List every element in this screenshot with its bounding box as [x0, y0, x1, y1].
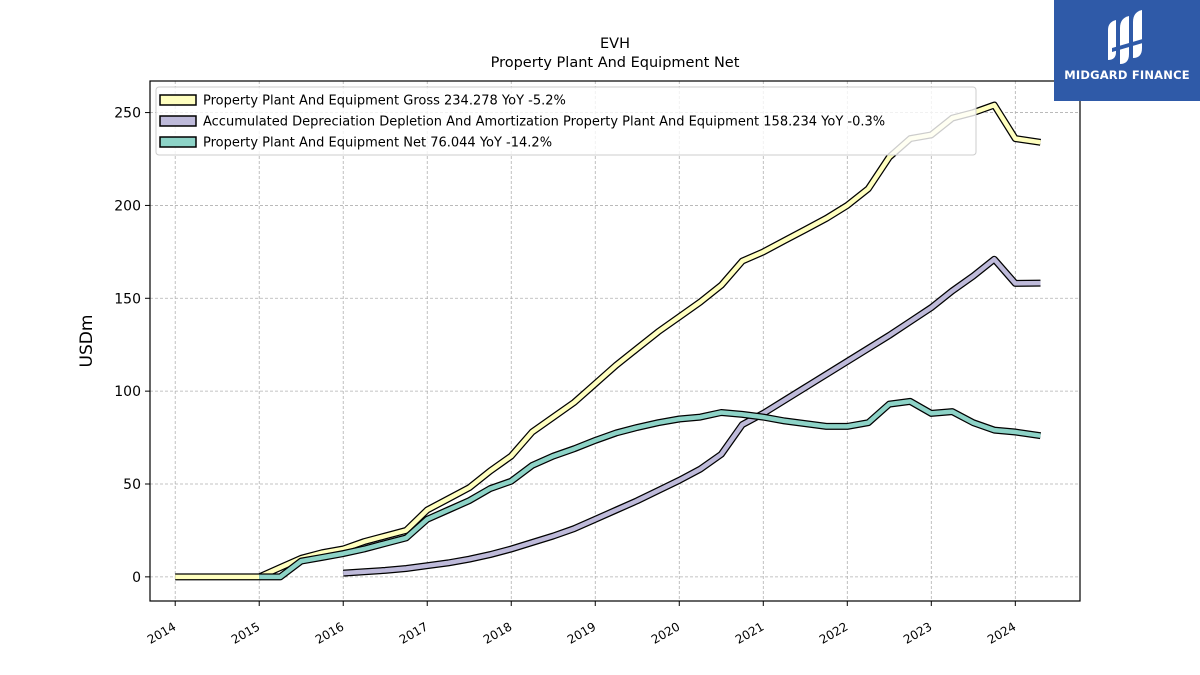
- x-tick-label: 2015: [229, 619, 262, 646]
- midgard-logo-icon: [1108, 10, 1146, 64]
- chart-title: EVH: [600, 36, 630, 52]
- legend-label: Accumulated Depreciation Depletion And A…: [203, 115, 885, 130]
- series-line-outline: [175, 101, 1042, 581]
- y-tick-label: 250: [114, 106, 141, 122]
- y-tick-label: 50: [123, 477, 141, 493]
- midgard-finance-logo: MIDGARD FINANCE: [1054, 0, 1200, 101]
- series-line: [259, 399, 1041, 580]
- legend-swatch: [159, 115, 197, 127]
- y-axis-label: USDm: [77, 315, 97, 368]
- x-tick-label: 2020: [649, 619, 682, 646]
- x-tick-label: 2024: [985, 619, 1018, 646]
- y-tick-label: 0: [132, 570, 141, 586]
- plot-frame: [149, 80, 1081, 602]
- y-tick-label: 100: [114, 384, 141, 400]
- legend-box: [155, 86, 977, 156]
- series-line-outline: [259, 397, 1042, 581]
- x-tick-label: 2017: [397, 619, 430, 646]
- x-tick-label: 2018: [481, 619, 514, 646]
- y-tick-label: 150: [114, 291, 141, 307]
- legend-swatch: [159, 94, 197, 106]
- x-tick-label: 2019: [565, 619, 598, 646]
- logo-text: MIDGARD FINANCE: [1064, 68, 1190, 82]
- series-line: [343, 257, 1041, 576]
- x-tick-label: 2022: [817, 619, 850, 646]
- legend-label: Property Plant And Equipment Net 76.044 …: [203, 136, 552, 151]
- x-tick-label: 2014: [145, 619, 178, 646]
- legend-swatch: [159, 136, 197, 148]
- y-tick-label: 200: [114, 198, 141, 214]
- x-tick-label: 2023: [901, 619, 934, 646]
- x-tick-label: 2021: [733, 619, 766, 646]
- series-line: [175, 102, 1041, 580]
- legend-label: Property Plant And Equipment Gross 234.2…: [203, 94, 566, 109]
- chart-subtitle: Property Plant And Equipment Net: [491, 55, 740, 71]
- x-tick-label: 2016: [313, 619, 346, 646]
- legend: Property Plant And Equipment Gross 234.2…: [155, 86, 977, 156]
